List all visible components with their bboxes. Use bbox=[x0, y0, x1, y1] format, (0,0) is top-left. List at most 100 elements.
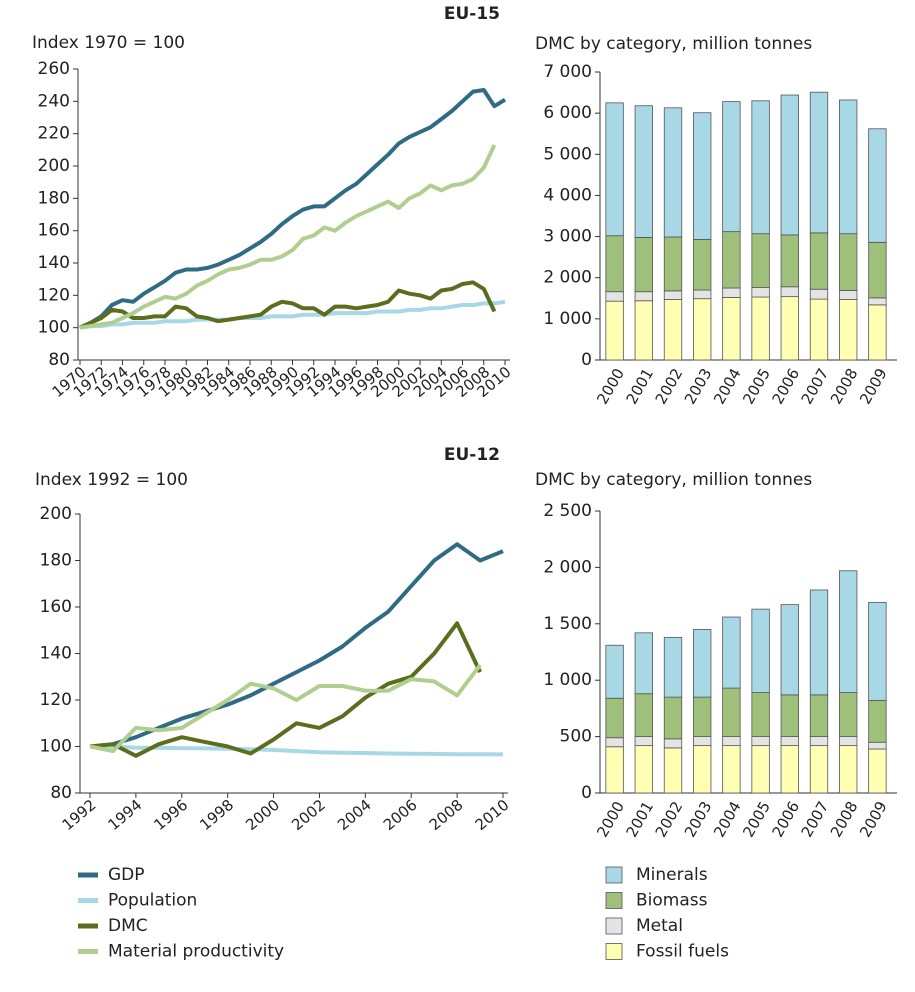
x-tick-label: 2005 bbox=[739, 798, 774, 840]
line-series bbox=[79, 280, 497, 330]
y-tick-label: 180 bbox=[40, 551, 72, 571]
bar-segment bbox=[839, 233, 858, 291]
line-series bbox=[89, 621, 482, 758]
bar-segment bbox=[780, 694, 799, 738]
y-axis-label: Index 1970 = 100 bbox=[32, 33, 185, 53]
y-tick-label: 1 000 bbox=[543, 670, 592, 690]
x-tick-label: 2008 bbox=[827, 798, 862, 840]
bar-segment bbox=[809, 298, 829, 361]
x-tick-label: 1994 bbox=[105, 796, 146, 834]
bar-segment bbox=[634, 693, 653, 738]
y-tick-label: 200 bbox=[40, 504, 72, 524]
x-tick-label: 2008 bbox=[426, 796, 467, 834]
bar-segment bbox=[605, 746, 624, 794]
legend-swatch bbox=[605, 917, 623, 935]
heading: EU-12 bbox=[444, 445, 500, 465]
bar-segment bbox=[722, 687, 741, 738]
bar-segment bbox=[634, 236, 653, 293]
x-tick-label: 2002 bbox=[288, 796, 329, 834]
bar-segment bbox=[839, 692, 858, 737]
bar-segment bbox=[693, 289, 712, 300]
bar-segment bbox=[663, 738, 683, 749]
y-tick-label: 140 bbox=[38, 253, 70, 273]
x-tick-label: 2006 bbox=[768, 365, 803, 407]
legend-swatch bbox=[605, 892, 623, 909]
bar-segment bbox=[663, 696, 683, 740]
bar-segment bbox=[780, 745, 799, 794]
y-tick-label: 1 000 bbox=[543, 309, 592, 329]
bar-segment bbox=[868, 741, 887, 750]
y-axis-label: Index 1992 = 100 bbox=[35, 470, 188, 490]
legend-swatch bbox=[605, 943, 623, 960]
y-tick-label: 4 000 bbox=[543, 185, 592, 205]
x-tick-label: 2002 bbox=[652, 365, 687, 407]
bar-segment bbox=[809, 589, 829, 696]
y-tick-label: 1 500 bbox=[543, 614, 592, 634]
bar-segment bbox=[809, 91, 829, 234]
bar-segment bbox=[780, 604, 799, 696]
legend-label: Minerals bbox=[636, 865, 708, 885]
y-tick-label: 3 000 bbox=[543, 227, 592, 247]
bar-segment bbox=[722, 297, 741, 361]
bar-segment bbox=[780, 736, 799, 747]
bar-segment bbox=[839, 299, 858, 361]
bar-segment bbox=[751, 287, 770, 298]
legend-label: Metal bbox=[636, 916, 683, 936]
x-tick-label: 1996 bbox=[150, 796, 191, 834]
bar-segment bbox=[809, 745, 829, 794]
bar-segment bbox=[868, 700, 887, 743]
y-tick-label: 160 bbox=[38, 221, 70, 241]
bar-segment bbox=[839, 570, 858, 694]
bar-segment bbox=[751, 100, 770, 235]
bar-segment bbox=[634, 291, 653, 302]
bar-segment bbox=[751, 692, 770, 737]
bar-segment bbox=[722, 101, 741, 233]
bar-segment bbox=[751, 745, 770, 794]
line-series bbox=[90, 744, 504, 757]
y-tick-label: 260 bbox=[38, 59, 70, 79]
x-tick-label: 2009 bbox=[856, 798, 891, 840]
y-axis-label: DMC by category, million tonnes bbox=[535, 470, 812, 490]
bar-segment bbox=[693, 298, 712, 361]
y-tick-label: 80 bbox=[50, 783, 72, 803]
bar-segment bbox=[605, 291, 624, 302]
y-tick-label: 2 000 bbox=[543, 557, 592, 577]
legend-label: Biomass bbox=[636, 891, 708, 911]
bar-segment bbox=[868, 128, 887, 243]
bar-segment bbox=[839, 290, 858, 300]
bar-segment bbox=[605, 300, 624, 361]
y-tick-label: 200 bbox=[38, 156, 70, 176]
bar-segment bbox=[809, 288, 829, 300]
y-tick-label: 100 bbox=[40, 737, 72, 757]
bar-segment bbox=[663, 107, 683, 238]
line-series bbox=[89, 542, 504, 749]
y-tick-label: 240 bbox=[38, 91, 70, 111]
x-tick-label: 2003 bbox=[681, 798, 716, 840]
bar-segment bbox=[722, 287, 741, 298]
bar-segment bbox=[693, 745, 712, 794]
x-tick-label: 2000 bbox=[242, 796, 283, 834]
y-tick-label: 80 bbox=[48, 350, 70, 370]
bar-segment bbox=[868, 241, 887, 299]
line-series bbox=[79, 88, 507, 330]
bar-segment bbox=[751, 608, 770, 694]
bar-segment bbox=[839, 99, 858, 235]
bar-segment bbox=[868, 297, 887, 306]
y-tick-label: 2 000 bbox=[543, 268, 592, 288]
bar-segment bbox=[693, 112, 712, 240]
bar-segment bbox=[605, 737, 624, 748]
x-tick-label: 2006 bbox=[768, 798, 803, 840]
y-tick-label: 100 bbox=[38, 318, 70, 338]
x-tick-label: 2009 bbox=[856, 365, 891, 407]
line-series bbox=[79, 299, 506, 330]
x-tick-label: 2007 bbox=[798, 365, 833, 407]
y-tick-label: 180 bbox=[38, 188, 70, 208]
bar-segment bbox=[634, 105, 653, 238]
bar-segment bbox=[605, 697, 624, 739]
bar-segment bbox=[634, 300, 653, 361]
bar-segment bbox=[722, 745, 741, 794]
legend-label: Material productivity bbox=[108, 942, 284, 962]
x-tick-label: 2002 bbox=[652, 798, 687, 840]
bar-segment bbox=[605, 644, 624, 699]
